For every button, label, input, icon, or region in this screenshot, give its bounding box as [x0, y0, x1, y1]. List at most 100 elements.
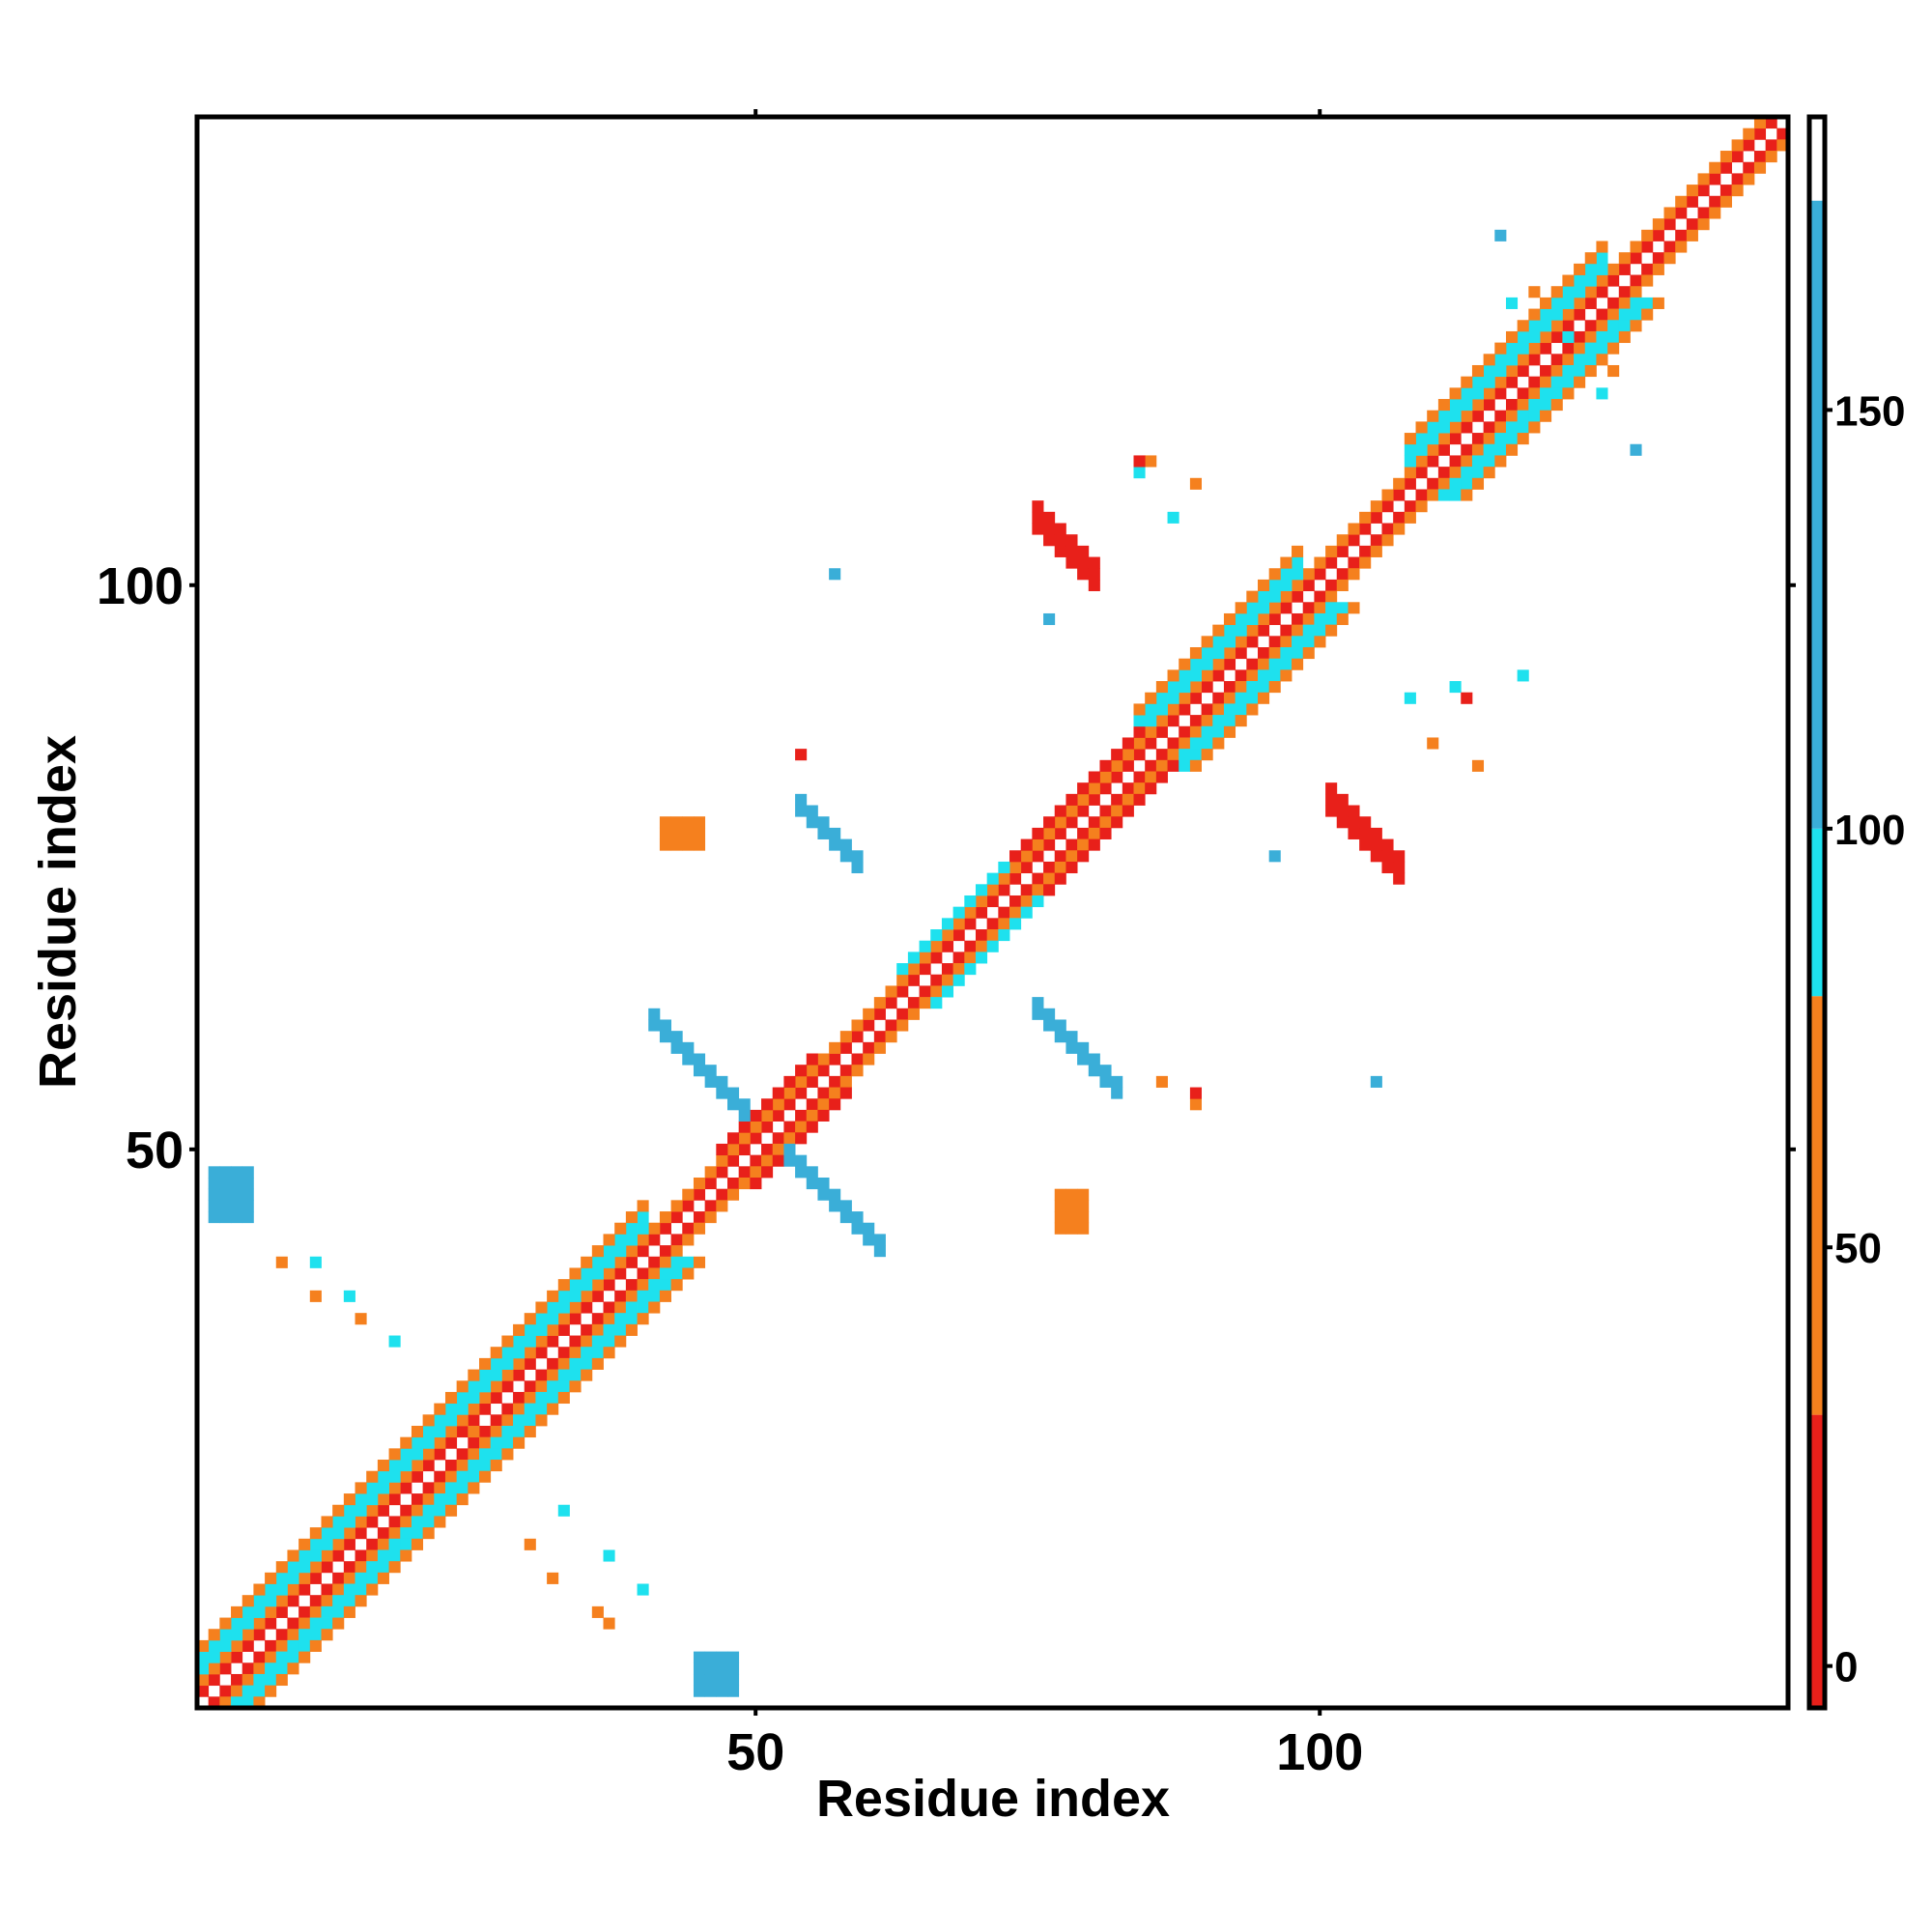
heatmap-cell	[1212, 669, 1225, 682]
heatmap-cell	[1461, 489, 1473, 501]
heatmap-cell	[1630, 286, 1642, 298]
heatmap-cell	[1088, 1053, 1100, 1065]
heatmap-cell	[986, 884, 999, 896]
heatmap-cell	[456, 1470, 469, 1483]
heatmap-cell	[1471, 433, 1485, 445]
heatmap-cell	[309, 1629, 322, 1641]
heatmap-cell	[1494, 364, 1507, 378]
heatmap-cell	[1133, 725, 1146, 738]
heatmap-cell	[468, 1470, 480, 1483]
heatmap-cell	[287, 1549, 299, 1562]
heatmap-cell	[400, 1460, 412, 1472]
heatmap-cell	[1268, 658, 1281, 670]
heatmap-cell	[490, 1391, 502, 1405]
heatmap-cell	[1348, 568, 1360, 581]
heatmap-cell	[1641, 274, 1654, 287]
heatmap-cell	[1607, 330, 1620, 344]
heatmap-cell	[377, 1470, 389, 1483]
heatmap-cell	[1709, 173, 1721, 185]
heatmap-cell	[648, 1008, 661, 1020]
heatmap-cell	[1246, 703, 1259, 716]
heatmap-cell	[1427, 421, 1439, 434]
heatmap-cell	[581, 1279, 593, 1292]
heatmap-cell	[1404, 433, 1416, 445]
heatmap-cell	[1517, 669, 1529, 682]
heatmap-cell	[1314, 568, 1326, 581]
heatmap-cell	[501, 1425, 514, 1438]
heatmap-cell	[501, 1380, 514, 1393]
heatmap-cell	[1370, 1075, 1382, 1088]
heatmap-cell	[1065, 861, 1078, 874]
heatmap-cell	[1212, 647, 1225, 660]
heatmap-cell	[422, 1425, 435, 1438]
heatmap-cell	[479, 1448, 492, 1461]
heatmap-cell	[761, 1109, 774, 1122]
heatmap-cell	[366, 1538, 379, 1550]
heatmap-cell	[513, 1436, 526, 1449]
heatmap-cell	[1540, 320, 1552, 332]
heatmap-cell	[490, 1357, 502, 1370]
heatmap-cell	[1719, 185, 1732, 197]
heatmap-cell	[1517, 354, 1529, 366]
heatmap-cell	[907, 1008, 920, 1020]
heatmap-cell	[1077, 1053, 1090, 1065]
heatmap-cell	[1461, 467, 1473, 479]
heatmap-cell	[975, 895, 988, 908]
heatmap-cell	[1201, 669, 1213, 682]
heatmap-cell	[1348, 602, 1360, 614]
heatmap-cell	[1437, 410, 1450, 422]
heatmap-cell	[1505, 433, 1519, 445]
heatmap-cell	[1562, 286, 1575, 298]
heatmap-cell	[242, 1605, 254, 1618]
heatmap-cell	[727, 1143, 740, 1156]
heatmap-cell	[1122, 737, 1134, 750]
heatmap-cell	[682, 1200, 695, 1212]
heatmap-cell	[1596, 274, 1608, 287]
heatmap-cell	[366, 1516, 379, 1528]
heatmap-cell	[1415, 467, 1428, 479]
heatmap-cell	[355, 1561, 367, 1574]
heatmap-cell	[1562, 387, 1575, 400]
heatmap-cell	[208, 1629, 220, 1641]
heatmap-cell	[219, 1629, 232, 1641]
heatmap-cell	[1043, 827, 1056, 839]
heatmap-cell	[456, 1425, 469, 1438]
heatmap-cell	[1630, 297, 1642, 309]
colorbar-tick-label: 50	[1834, 1225, 1882, 1272]
heatmap-cell	[885, 985, 897, 998]
heatmap-cell	[332, 1527, 345, 1540]
heatmap-cell	[1494, 342, 1507, 355]
colorbar-band	[1809, 1414, 1825, 1708]
heatmap-cell	[535, 1335, 548, 1348]
heatmap-cell	[569, 1301, 582, 1314]
heatmap-cell	[1065, 805, 1078, 817]
heatmap-cell	[208, 1651, 220, 1663]
heatmap-cell	[1043, 838, 1056, 851]
heatmap-cell	[298, 1561, 311, 1574]
heatmap-cell	[1596, 308, 1608, 321]
heatmap-cell	[1314, 612, 1326, 626]
heatmap-cell	[1743, 139, 1755, 152]
heatmap-cell	[1280, 602, 1293, 614]
heatmap-cell	[1088, 816, 1100, 829]
heatmap-cell	[1348, 827, 1360, 839]
heatmap-cell	[1065, 1031, 1078, 1043]
heatmap-cell	[1032, 1008, 1044, 1020]
heatmap-cell	[817, 827, 830, 839]
heatmap-cell	[1292, 624, 1304, 637]
heatmap-cell	[783, 1075, 796, 1088]
heatmap-cell	[1088, 1065, 1100, 1077]
heatmap-cell	[1292, 636, 1304, 648]
heatmap-cell	[1246, 590, 1259, 603]
heatmap-cell	[614, 1256, 627, 1268]
heatmap-cell	[1381, 850, 1394, 863]
heatmap-cell	[1145, 771, 1157, 783]
heatmap-cell	[1212, 692, 1225, 704]
heatmap-cell	[1077, 1188, 1090, 1201]
heatmap-cell	[219, 1662, 232, 1675]
heatmap-cell	[682, 1222, 695, 1235]
heatmap-cell	[1641, 263, 1654, 275]
heatmap-cell	[1155, 725, 1168, 738]
heatmap-cell	[727, 1673, 740, 1687]
heatmap-cell	[1302, 612, 1315, 626]
